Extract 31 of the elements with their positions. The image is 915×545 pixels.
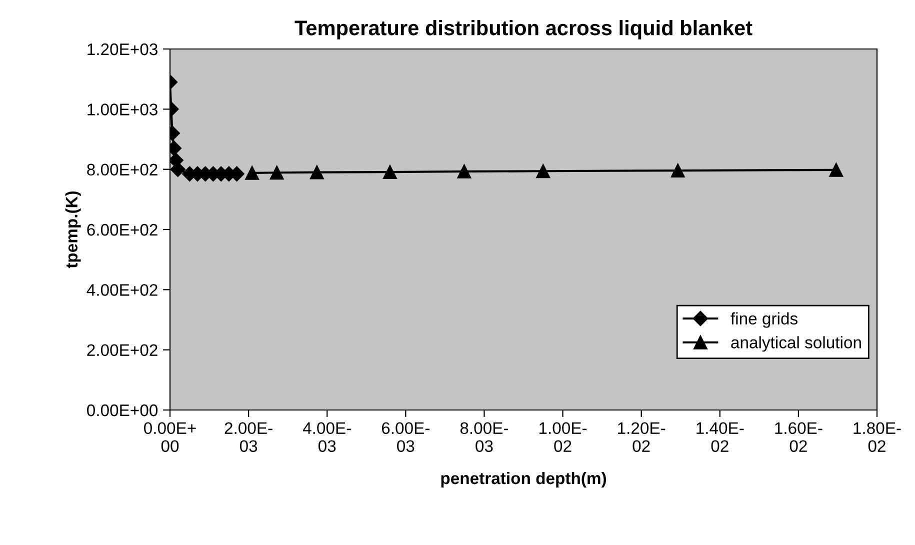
legend-label: fine grids	[730, 312, 798, 328]
x-tick-label: 1.00E-02	[540, 422, 587, 452]
x-tick-label: 1.80E-02	[854, 422, 901, 452]
x-tick-label: 8.00E-03	[460, 422, 508, 452]
point	[270, 166, 284, 180]
x-tick-label: 1.60E-02	[775, 422, 822, 452]
legend-label: analytical solution	[731, 336, 861, 352]
x-tick-label: 1.20E-02	[618, 422, 666, 452]
x-tick-label: 6.00E-03	[382, 422, 430, 452]
point	[310, 165, 324, 180]
x-tick-label: 2.00E-03	[224, 422, 272, 452]
x-tick-label: 0.00E+00	[144, 422, 196, 452]
point	[536, 164, 550, 178]
x-axis-title: penetration depth(m)	[441, 472, 606, 488]
x-tick-label: 4.00E-03	[302, 422, 351, 452]
point	[457, 164, 472, 178]
y-tick-label: 4.00E+02	[86, 284, 158, 296]
point	[245, 166, 260, 180]
y-axis-title: tpemp.(K)	[65, 191, 81, 268]
y-tick-label: 8.00E+02	[87, 164, 158, 176]
point	[670, 164, 685, 178]
point	[829, 162, 844, 177]
point	[383, 165, 397, 179]
y-tick-label: 0.00E+00	[87, 404, 158, 416]
y-tick-label: 1.00E+03	[88, 104, 158, 116]
y-tick-label: 1.20E+03	[88, 43, 158, 56]
y-tick-label: 6.00E+02	[87, 224, 158, 236]
chart-title: Temperature distribution across liquid blanket	[294, 20, 752, 40]
y-tick-label: 2.00E+02	[87, 344, 158, 356]
x-tick-label: 1.40E-02	[696, 422, 744, 452]
point	[170, 162, 186, 177]
